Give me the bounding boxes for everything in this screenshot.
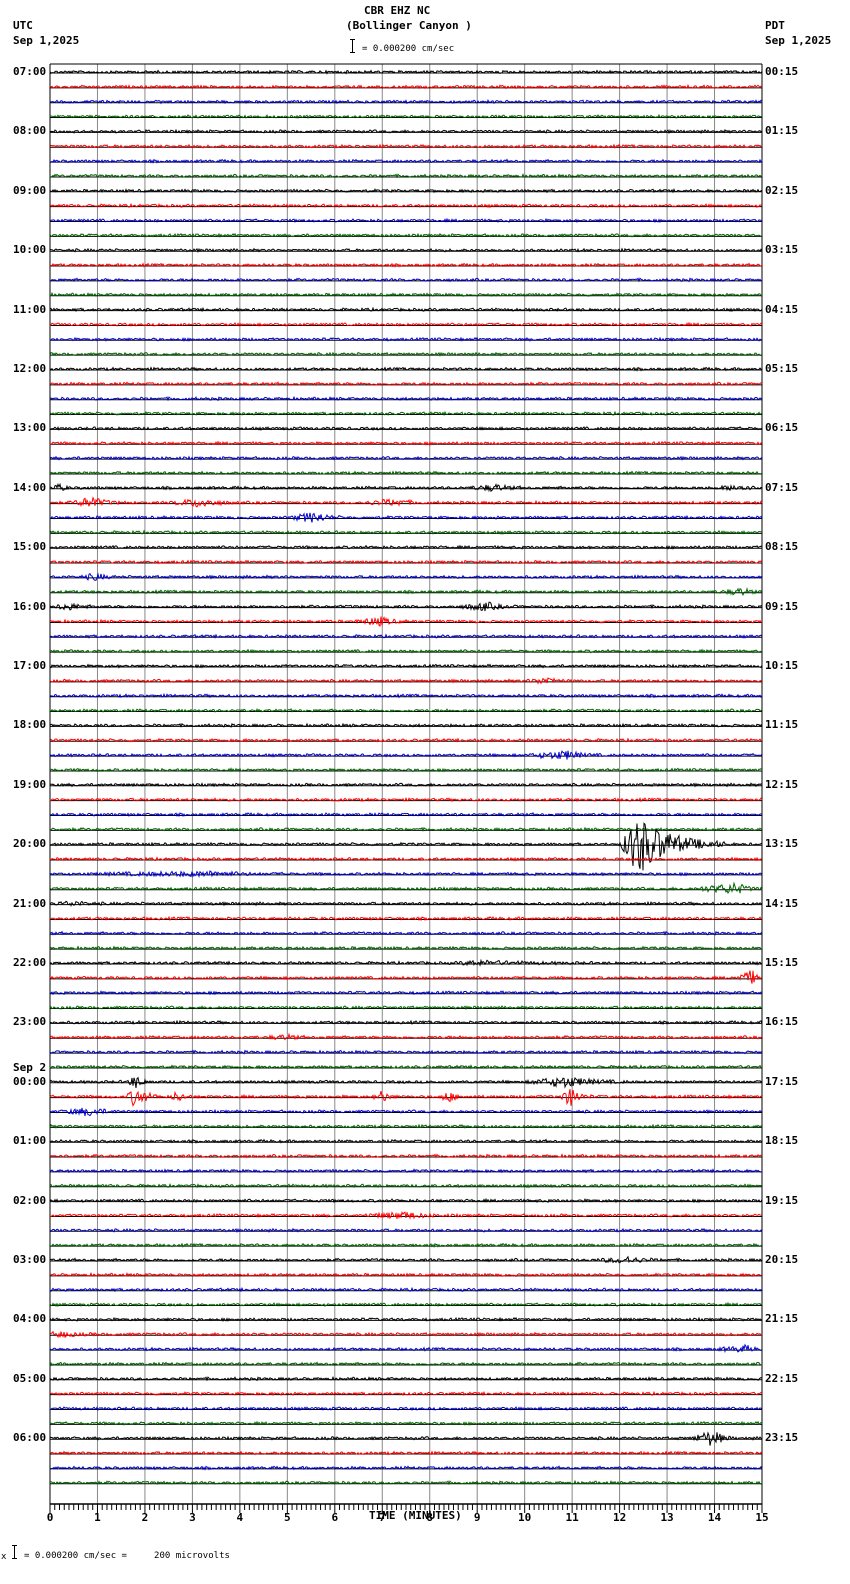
utc-hour-label: 07:00 — [13, 65, 47, 78]
utc-hour-label: 16:00 — [13, 599, 47, 613]
utc-hour-label: 20:00 — [13, 837, 47, 851]
x-tick-label: 1 — [94, 1511, 101, 1524]
pdt-hour-label: 12:15 — [765, 777, 799, 791]
x-tick-label: 8 — [426, 1511, 433, 1524]
pdt-hour-label: 20:15 — [765, 1253, 799, 1266]
footer-scale-text: = 0.000200 cm/sec = 200 microvolts — [24, 1551, 230, 1561]
pdt-hour-label: 04:15 — [765, 302, 799, 316]
pdt-hour-label: 08:15 — [765, 540, 799, 554]
utc-hour-label: 04:00 — [13, 1312, 47, 1326]
station-location: (Bollinger Canyon ) — [346, 19, 472, 32]
pdt-hour-label: 01:15 — [765, 124, 799, 138]
pdt-hour-label: 11:15 — [765, 718, 799, 732]
scale-text: = 0.000200 cm/sec — [362, 44, 455, 54]
date-change-label: Sep 2 — [13, 1061, 47, 1074]
left-date-label: Sep 1,2025 — [13, 34, 80, 47]
utc-hour-label: 17:00 — [13, 659, 47, 672]
right-timezone-label: PDT — [765, 19, 785, 32]
x-tick-label: 3 — [189, 1511, 196, 1524]
utc-hour-label: 05:00 — [13, 1371, 47, 1385]
utc-hour-label: 09:00 — [13, 183, 47, 197]
x-tick-label: 9 — [474, 1511, 481, 1524]
pdt-hour-label: 18:15 — [765, 1134, 799, 1148]
pdt-hour-label: 13:15 — [765, 837, 799, 851]
left-timezone-label: UTC — [13, 19, 33, 32]
x-tick-label: 14 — [708, 1511, 722, 1524]
pdt-hour-label: 10:15 — [765, 659, 799, 672]
utc-hour-label: 18:00 — [13, 718, 47, 732]
right-date-label: Sep 1,2025 — [765, 34, 832, 47]
x-axis-label: TIME (MINUTES) — [369, 1509, 462, 1522]
x-tick-label: 4 — [237, 1511, 244, 1524]
pdt-hour-label: 02:15 — [765, 183, 799, 197]
x-tick-label: 2 — [142, 1511, 149, 1524]
utc-hour-label: 10:00 — [13, 243, 47, 257]
x-tick-label: 12 — [613, 1511, 626, 1524]
pdt-hour-label: 05:15 — [765, 362, 799, 375]
footer-scale-bar-icon — [12, 1545, 17, 1559]
x-tick-label: 0 — [47, 1511, 54, 1524]
utc-hour-label: 23:00 — [13, 1015, 47, 1029]
x-tick-label: 10 — [518, 1511, 531, 1524]
utc-hour-label: 08:00 — [13, 124, 47, 138]
pdt-hour-label: 09:15 — [765, 599, 799, 613]
x-tick-label: 7 — [379, 1511, 386, 1524]
x-tick-label: 15 — [755, 1511, 768, 1524]
pdt-hour-label: 21:15 — [765, 1312, 799, 1326]
utc-hour-label: 00:00 — [13, 1074, 47, 1088]
utc-hour-label: 01:00 — [13, 1134, 47, 1148]
scale-bar-icon — [350, 39, 355, 53]
utc-hour-label: 03:00 — [13, 1253, 47, 1266]
pdt-hour-label: 00:15 — [765, 65, 799, 78]
x-tick-label: 11 — [566, 1511, 580, 1524]
utc-hour-label: 14:00 — [13, 480, 47, 494]
pdt-hour-label: 07:15 — [765, 480, 799, 494]
utc-hour-label: 02:00 — [13, 1193, 47, 1207]
pdt-hour-label: 23:15 — [765, 1431, 799, 1445]
pdt-hour-label: 16:15 — [765, 1015, 799, 1029]
pdt-hour-label: 22:15 — [765, 1371, 799, 1385]
utc-hour-label: 06:00 — [13, 1431, 47, 1445]
footer-prefix: x — [1, 1552, 7, 1562]
utc-hour-label: 21:00 — [13, 896, 47, 910]
pdt-hour-label: 14:15 — [765, 896, 799, 910]
utc-hour-label: 19:00 — [13, 777, 47, 791]
pdt-hour-label: 06:15 — [765, 421, 799, 435]
x-tick-label: 5 — [284, 1511, 291, 1524]
utc-hour-label: 13:00 — [13, 421, 47, 435]
utc-hour-label: 22:00 — [13, 956, 47, 969]
x-tick-label: 6 — [331, 1511, 338, 1524]
pdt-hour-label: 19:15 — [765, 1193, 799, 1207]
utc-hour-label: 12:00 — [13, 362, 47, 375]
utc-hour-label: 15:00 — [13, 540, 47, 554]
pdt-hour-label: 15:15 — [765, 956, 799, 969]
utc-hour-label: 11:00 — [13, 302, 47, 316]
pdt-hour-label: 03:15 — [765, 243, 799, 257]
station-title: CBR EHZ NC — [364, 4, 431, 17]
pdt-hour-label: 17:15 — [765, 1074, 799, 1088]
x-tick-label: 13 — [660, 1511, 673, 1524]
